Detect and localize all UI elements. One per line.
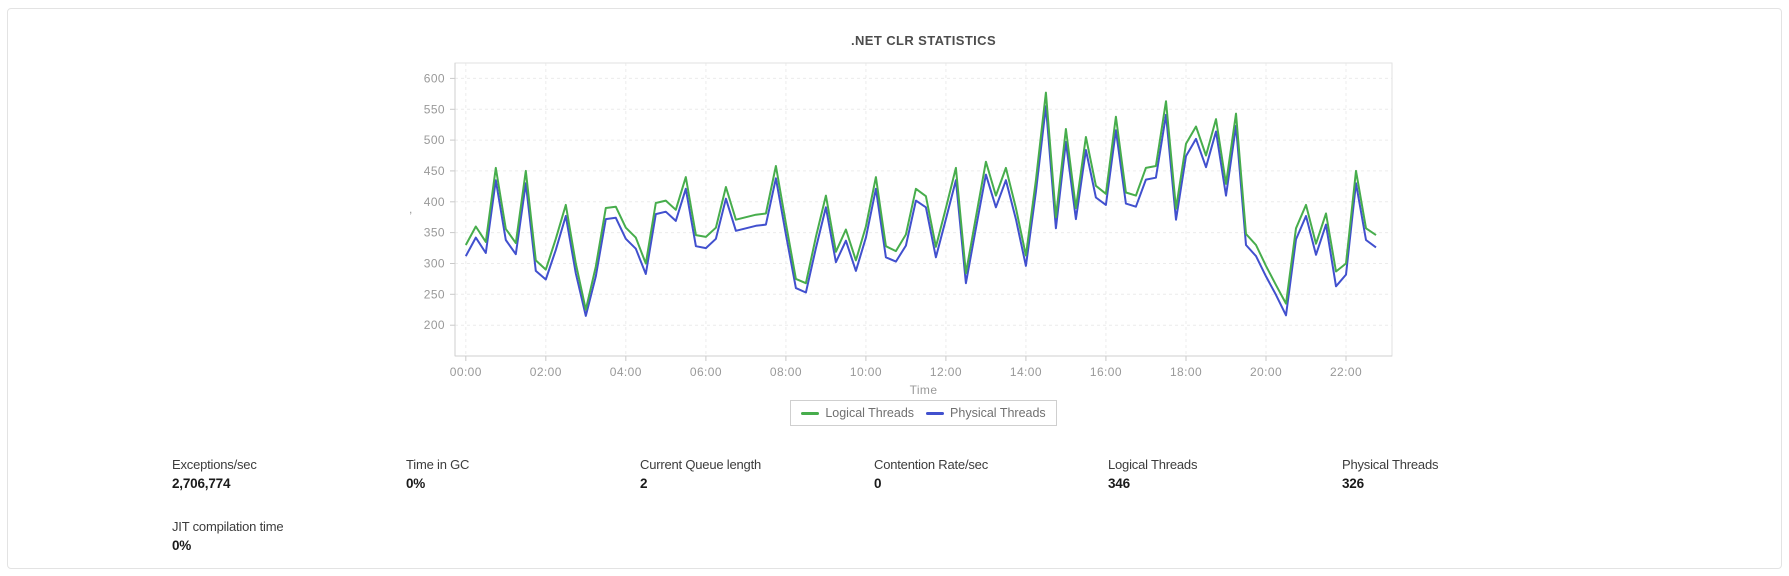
stat-value: 0	[874, 476, 882, 491]
stat-value: 346	[1108, 476, 1130, 491]
stat-time-in-gc: Time in GC 0%	[406, 457, 640, 491]
clr-chart-svg: 200 250 300 350 400 450 500 550 600 00:00 02:00 04:…	[409, 62, 1393, 397]
chart-title: .NET CLR STATISTICS	[850, 33, 997, 48]
x-axis-tick-label: 10:00	[850, 365, 882, 379]
clr-statistics-card: .NET CLR STATISTICS 200 250 300 350 400 450 50…	[7, 8, 1782, 569]
x-axis-tick-label: 04:00	[610, 365, 642, 379]
x-axis-tick-label: 16:00	[1090, 365, 1122, 379]
y-axis-tick-label: 400	[424, 195, 445, 209]
legend-box: Logical Threads Physical Threads	[790, 400, 1057, 426]
series-line-physical-threads	[464, 105, 1377, 317]
y-axis-tick-label: 500	[424, 133, 445, 147]
stat-value: 2	[640, 476, 648, 491]
stat-physical-threads: Physical Threads 326	[1342, 457, 1576, 491]
y-axis-tick-label: 200	[424, 318, 445, 332]
stat-label: Time in GC	[406, 457, 470, 472]
legend-item-physical-threads[interactable]: Physical Threads	[926, 406, 1046, 420]
stat-contention-rate-per-sec: Contention Rate/sec 0	[874, 457, 1108, 491]
stats-row-1: Exceptions/sec 2,706,774 Time in GC 0% C…	[8, 457, 1576, 491]
stat-label: Exceptions/sec	[172, 457, 257, 472]
plot-border	[454, 62, 1393, 357]
x-axis-tick-label: 22:00	[1330, 365, 1362, 379]
legend-item-logical-threads[interactable]: Logical Threads	[801, 406, 914, 420]
clr-chart: 200 250 300 350 400 450 500 550 600 00:00 02:00 04:…	[409, 62, 1393, 397]
stat-label: Logical Threads	[1108, 457, 1198, 472]
legend-swatch-physical-threads-icon	[926, 411, 945, 415]
x-axis-tick-label: 08:00	[770, 365, 802, 379]
x-axis-tick-label: 18:00	[1170, 365, 1202, 379]
stat-value: 0%	[172, 538, 192, 553]
stat-label: Physical Threads	[1342, 457, 1439, 472]
stat-current-queue-length: Current Queue length 2	[640, 457, 874, 491]
x-axis-tick-label: 20:00	[1250, 365, 1282, 379]
y-axis-tick-label: 300	[424, 257, 445, 271]
legend-label-logical-threads: Logical Threads	[825, 406, 915, 420]
chart-legend: Logical Threads Physical Threads	[455, 400, 1392, 426]
y-axis-tick-label: 550	[424, 102, 445, 116]
stats-row-2: JIT compilation time 0%	[8, 519, 1576, 553]
stat-label: JIT compilation time	[172, 519, 284, 534]
y-axis-tick-label: 350	[424, 226, 445, 240]
x-axis-tick-label: 06:00	[690, 365, 722, 379]
stat-exceptions-per-sec: Exceptions/sec 2,706,774	[172, 457, 406, 491]
stat-jit-compilation-time: JIT compilation time 0%	[172, 519, 406, 553]
y-axis-tick-label: 600	[424, 71, 445, 85]
x-axis-title: Time	[910, 383, 938, 397]
stat-logical-threads: Logical Threads 346	[1108, 457, 1342, 491]
stat-label: Contention Rate/sec	[874, 457, 988, 472]
stat-label: Current Queue length	[640, 457, 762, 472]
x-axis-tick-label: 00:00	[450, 365, 482, 379]
x-axis-tick-label: 12:00	[930, 365, 962, 379]
stat-value: 326	[1342, 476, 1364, 491]
legend-label-physical-threads: Physical Threads	[950, 406, 1046, 420]
series-line-logical-threads	[464, 91, 1377, 311]
y-axis-tick-label: 450	[424, 164, 445, 178]
stat-value: 2,706,774	[172, 476, 231, 491]
x-axis-tick-label: 02:00	[530, 365, 562, 379]
y-axis-tick-label: 250	[424, 287, 445, 301]
y-axis-title: ,	[409, 202, 413, 216]
legend-swatch-logical-threads-icon	[801, 411, 820, 415]
stat-value: 0%	[406, 476, 426, 491]
x-axis-tick-label: 14:00	[1010, 365, 1042, 379]
